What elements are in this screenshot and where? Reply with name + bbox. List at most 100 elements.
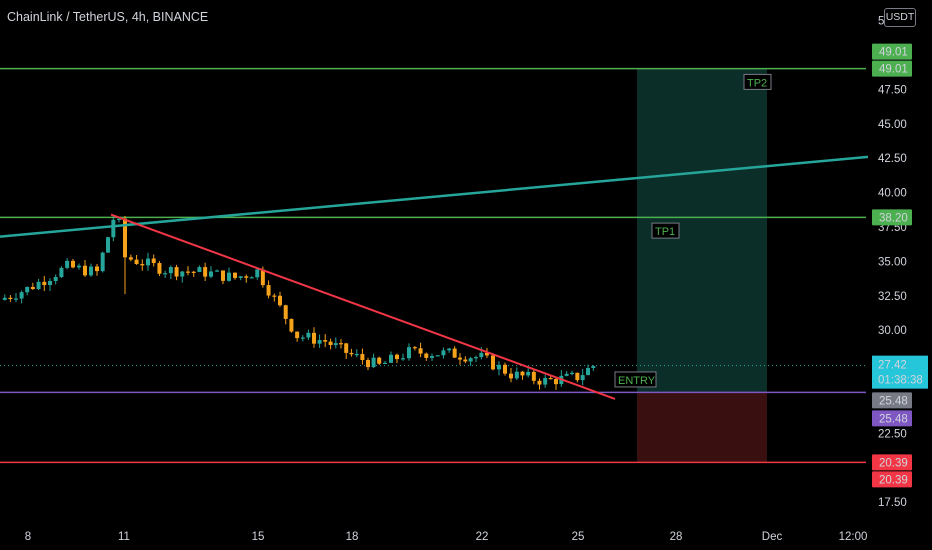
- candle-body: [389, 354, 393, 363]
- candle-body: [191, 271, 196, 273]
- candle-body: [59, 267, 64, 278]
- candle-body: [424, 353, 429, 358]
- candle-body: [317, 340, 322, 344]
- candle-body: [203, 267, 208, 277]
- candle-body: [520, 371, 525, 376]
- candle-body: [168, 267, 173, 274]
- candle-body: [452, 348, 457, 358]
- candle-body: [111, 219, 116, 238]
- candle-body: [463, 359, 468, 362]
- candle-body: [266, 285, 271, 296]
- candle-body: [36, 281, 41, 290]
- entry-price-tag: [872, 392, 912, 409]
- candle-body: [283, 305, 288, 319]
- candle-body: [514, 371, 519, 379]
- tp2-level-tag: [872, 60, 912, 77]
- candle-body: [151, 258, 156, 264]
- x-tick-label: 12:00: [839, 531, 868, 543]
- candle-body: [412, 347, 417, 349]
- ascending-trendline[interactable]: [0, 155, 869, 238]
- candle-body: [30, 286, 35, 290]
- candle-body: [312, 332, 316, 344]
- candle-body: [354, 354, 359, 356]
- candle-body: [401, 358, 405, 360]
- candle-body: [570, 372, 574, 375]
- x-tick-label: 22: [476, 531, 489, 543]
- candle-body: [586, 367, 590, 376]
- entry-level-tag-label: 25.48: [879, 413, 908, 425]
- candle-body: [163, 273, 168, 275]
- y-tick-label: 35.00: [878, 256, 907, 268]
- candle-body: [146, 258, 150, 266]
- candle-body: [95, 266, 99, 272]
- candle-body: [221, 270, 225, 281]
- candle-body: [209, 271, 213, 277]
- candle-body: [383, 362, 387, 365]
- candle-body: [479, 352, 484, 358]
- candle-body: [554, 379, 558, 385]
- x-tick-label: 25: [572, 531, 585, 543]
- tp1-level-tag: [872, 209, 912, 226]
- stop-price-tag-label: 20.39: [879, 474, 908, 486]
- tp2-level-tag-label: 49.01: [879, 64, 908, 76]
- candle-body: [123, 218, 127, 258]
- candle-body: [491, 355, 495, 370]
- candle-body: [366, 360, 370, 368]
- candle-body: [591, 366, 596, 368]
- y-tick-label: 32.50: [878, 291, 907, 303]
- annotation-tp2-box[interactable]: [743, 73, 772, 90]
- x-tick-label: 11: [118, 531, 130, 543]
- candle-body: [474, 357, 478, 359]
- y-tick-label: 47.50: [878, 84, 907, 96]
- annotation-entry-box[interactable]: [614, 371, 657, 388]
- x-tick-label: 18: [346, 531, 359, 543]
- candle-body: [430, 356, 434, 358]
- current-price-label: 27.42: [878, 360, 907, 372]
- currency-button[interactable]: USDT: [884, 8, 916, 27]
- candle-body: [548, 378, 553, 380]
- candle-body: [349, 352, 354, 355]
- candle-body: [441, 350, 446, 356]
- candle-body: [278, 295, 282, 306]
- candle-body: [485, 352, 489, 356]
- candle-body: [503, 364, 507, 374]
- candle-body: [71, 260, 75, 268]
- symbol-title[interactable]: ChainLink / TetherUS, 4h, BINANCE: [7, 10, 209, 24]
- candle-body: [295, 331, 300, 339]
- candle-body: [289, 318, 294, 332]
- candle-body: [77, 265, 81, 268]
- y-tick-label: 45.00: [878, 119, 907, 131]
- current-price-tag: [872, 355, 928, 389]
- candle-body: [447, 348, 452, 351]
- candle-body: [468, 358, 473, 362]
- tp1-level-tag-label: 38.20: [879, 212, 908, 224]
- candle-body: [42, 281, 47, 286]
- y-tick-label: 22.50: [878, 428, 907, 440]
- stop-zone[interactable]: [637, 392, 767, 463]
- candle-body: [580, 375, 585, 381]
- candle-body: [344, 343, 349, 353]
- candle-body: [360, 354, 365, 361]
- descending-trendline[interactable]: [110, 213, 616, 400]
- candle-body: [328, 341, 333, 345]
- x-tick-label: 28: [670, 531, 683, 543]
- candle-body: [509, 373, 513, 379]
- candle-body: [238, 276, 243, 278]
- candle-body: [19, 292, 24, 299]
- stop-price-tag: [872, 471, 912, 488]
- candle-body: [543, 378, 548, 385]
- annotation-tp2-label: TP2: [747, 77, 767, 89]
- candle-body: [89, 266, 93, 276]
- annotation-tp1-box[interactable]: [651, 222, 680, 239]
- stop-level-tag: [872, 454, 912, 471]
- candle-body: [14, 298, 18, 300]
- candle-body: [25, 286, 30, 293]
- candle-body: [377, 357, 382, 364]
- candle-body: [300, 337, 305, 339]
- tp2-price-tag-label: 49.01: [879, 47, 908, 59]
- candle-body: [180, 271, 185, 277]
- x-tick-label: 15: [252, 531, 265, 543]
- candle-body: [227, 272, 231, 281]
